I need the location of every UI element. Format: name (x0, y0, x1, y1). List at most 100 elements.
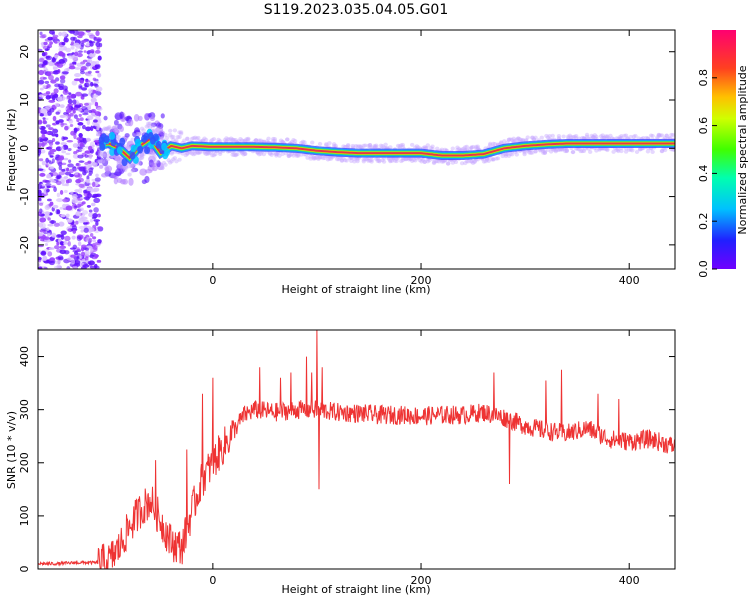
noise-speckle (68, 92, 72, 96)
noise-speckle (40, 108, 47, 114)
ridge-halo (189, 151, 195, 156)
ridge-halo (548, 149, 554, 154)
ridge-halo (130, 168, 135, 173)
noise-speckle (73, 259, 81, 265)
noise-speckle (81, 93, 89, 97)
ridge-halo (339, 158, 345, 163)
noise-speckle (54, 102, 60, 107)
noise-speckle (38, 183, 43, 190)
ridge-halo (491, 157, 496, 162)
noise-speckle (38, 222, 44, 228)
ridge-halo (561, 134, 566, 139)
noise-speckle (58, 119, 64, 123)
noise-speckle (82, 137, 87, 143)
noise-speckle (81, 87, 88, 91)
ridge-halo (619, 135, 624, 140)
ridge-halo (425, 159, 430, 164)
ridge-halo (177, 157, 182, 162)
noise-speckle (43, 189, 47, 195)
noise-speckle (149, 116, 155, 122)
noise-speckle (81, 201, 86, 205)
noise-speckle (60, 234, 65, 240)
noise-speckle (87, 105, 92, 110)
ridge-halo (350, 143, 356, 148)
ridge-halo (475, 144, 480, 149)
noise-speckle (59, 190, 64, 195)
noise-speckle (67, 54, 75, 59)
noise-speckle (95, 86, 103, 92)
ridge-halo (616, 147, 621, 152)
noise-speckle (75, 162, 81, 167)
ridge-halo (292, 138, 298, 143)
ridge-halo (420, 157, 426, 162)
noise-speckle (73, 114, 78, 119)
ridge-halo (363, 157, 368, 162)
ridge-halo (591, 135, 596, 140)
ridge-halo (484, 157, 490, 162)
noise-speckle (49, 151, 55, 155)
ridge-halo (656, 133, 662, 138)
ridge-halo (580, 149, 585, 154)
noise-speckle (70, 259, 76, 265)
colorbar-label: Normalized spectral amplitude (736, 65, 749, 234)
ridge-halo (513, 138, 518, 143)
noise-speckle (94, 111, 101, 116)
noise-speckle (65, 152, 71, 156)
noise-speckle (54, 54, 59, 59)
snr-series-line (38, 330, 675, 569)
ridge-halo (545, 147, 551, 152)
noise-speckle (86, 58, 93, 63)
noise-speckle (93, 207, 99, 213)
noise-speckle (71, 235, 76, 240)
noise-speckle (93, 140, 101, 143)
ridge-halo (542, 149, 548, 154)
noise-speckle (69, 247, 76, 250)
noise-speckle (138, 161, 143, 166)
noise-speckle (73, 127, 78, 133)
noise-speckle (53, 69, 60, 73)
ridge-halo (498, 141, 504, 146)
noise-speckle (76, 247, 80, 252)
ridge-halo (185, 151, 190, 156)
noise-speckle (87, 261, 91, 265)
ridge-halo (628, 134, 633, 139)
noise-speckle (80, 246, 85, 252)
noise-speckle (72, 109, 76, 114)
spectrogram-ytick-label: -20 (18, 236, 31, 254)
noise-speckle (85, 62, 92, 67)
ridge-halo (469, 159, 474, 164)
noise-speckle (56, 175, 60, 180)
ridge-halo (211, 137, 217, 142)
ridge-halo (439, 159, 445, 164)
ridge-halo (659, 148, 665, 153)
noise-speckle (63, 157, 69, 161)
noise-speckle (57, 255, 64, 260)
ridge-halo (152, 130, 157, 135)
noise-speckle (103, 115, 108, 121)
ridge-halo (147, 125, 153, 130)
noise-speckle (96, 226, 102, 230)
ridge-halo (116, 134, 121, 139)
ridge-halo (367, 158, 373, 163)
ridge-halo (289, 140, 295, 145)
ridge-halo (271, 136, 276, 141)
ridge-halo (232, 138, 237, 143)
ridge-halo (316, 157, 321, 162)
noise-speckle (92, 239, 97, 243)
noise-speckle (93, 123, 100, 127)
ridge-halo (517, 137, 523, 142)
ridge-halo (286, 153, 292, 158)
ridge-halo (202, 136, 207, 141)
noise-speckle (56, 198, 64, 203)
ridge-halo (450, 146, 455, 151)
ridge-halo (469, 159, 474, 164)
ridge-halo (363, 143, 368, 148)
noise-speckle (38, 232, 44, 237)
noise-speckle (78, 166, 85, 172)
ridge-halo (196, 150, 201, 155)
noise-speckle (96, 38, 102, 43)
noise-speckle (38, 198, 42, 202)
noise-speckle (111, 125, 118, 132)
snr-ylabel: SNR (10 * v/v) (5, 411, 18, 489)
ridge-halo (417, 158, 423, 163)
